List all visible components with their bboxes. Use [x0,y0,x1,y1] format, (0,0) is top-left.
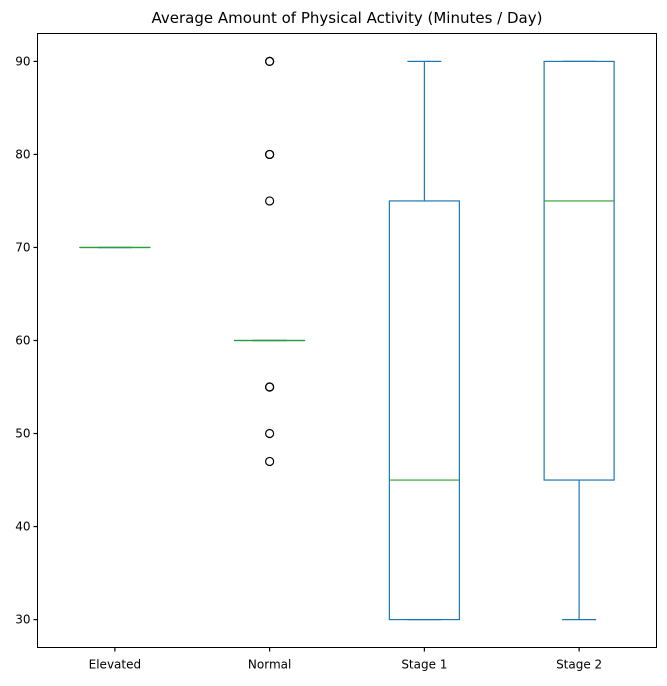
outlier-point [266,197,274,205]
outlier-point [266,57,274,65]
x-tick-label: Elevated [89,658,141,672]
box-body [544,61,614,480]
outlier-point [266,457,274,465]
x-tick-label: Stage 2 [556,658,602,672]
outlier-point [266,383,274,391]
box-body [389,201,459,620]
y-tick-label: 30 [15,613,30,627]
axes-frame [38,34,657,648]
chart-title: Average Amount of Physical Activity (Min… [152,9,543,27]
plot-area: 30 40 50 60 70 80 90 Elevated Normal Stage 1 Stage… [15,54,614,671]
outlier-point [266,150,274,158]
y-tick-label: 70 [15,240,30,254]
y-tick-label: 60 [15,334,30,348]
y-tick-label: 90 [15,54,30,68]
y-tick-label: 80 [15,147,30,161]
x-tick-label: Normal [248,658,291,672]
y-tick-label: 40 [15,520,30,534]
outlier-point [266,430,274,438]
y-tick-label: 50 [15,427,30,441]
x-tick-label: Stage 1 [401,658,447,672]
